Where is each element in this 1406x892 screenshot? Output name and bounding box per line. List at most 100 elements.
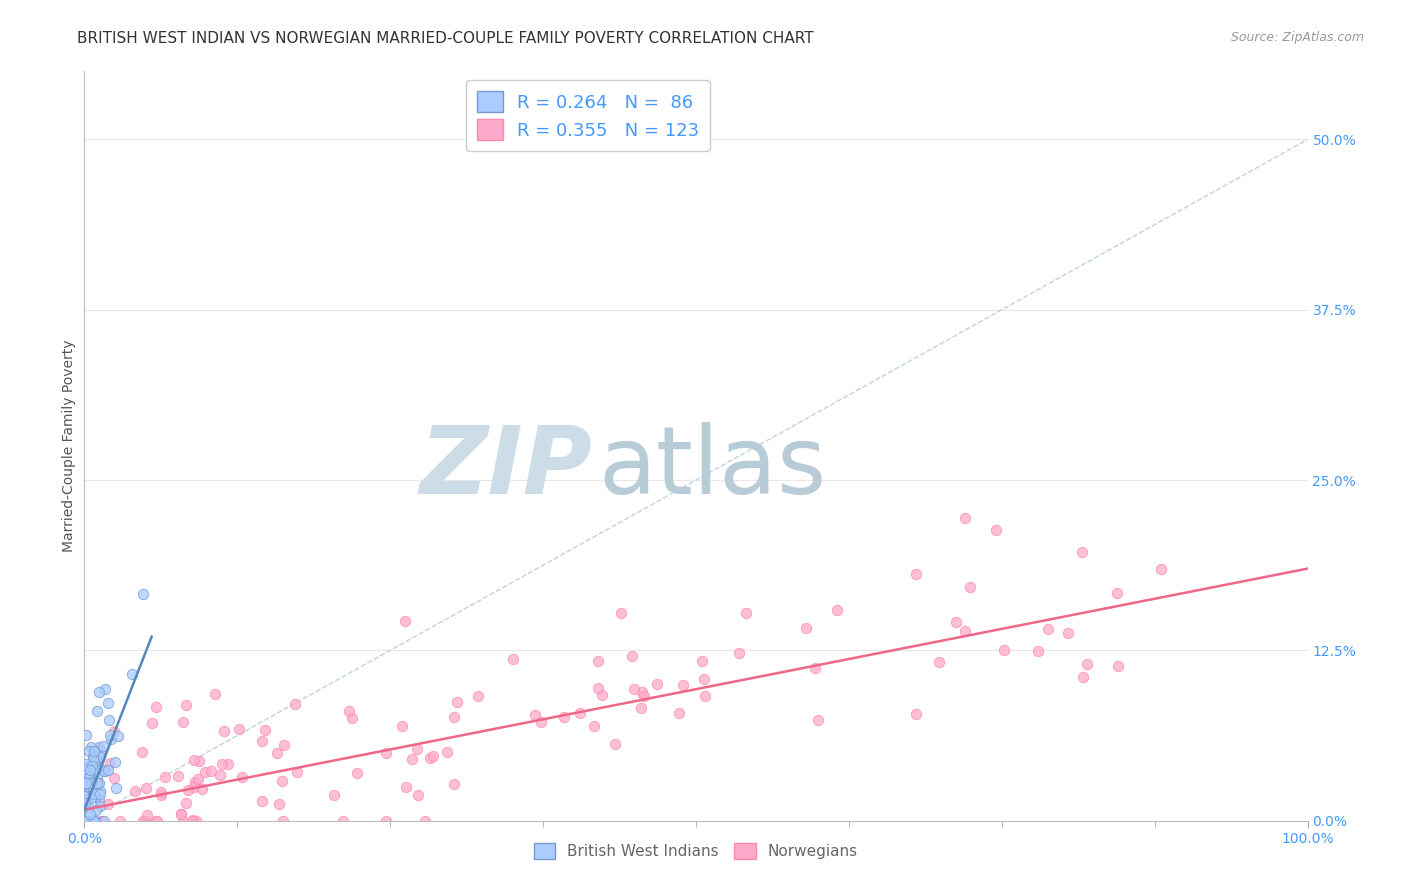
Point [422, 749, 444, 764]
Point [77, 744, 100, 758]
Point [145, 814, 167, 828]
Point [690, 654, 713, 668]
Point [75, 814, 97, 828]
Point [124, 784, 146, 798]
Point [82, 752, 104, 766]
Point [73, 814, 96, 828]
Point [73, 760, 96, 774]
Point [75, 796, 97, 810]
Point [443, 777, 465, 791]
Point [149, 788, 172, 802]
Point [212, 723, 235, 738]
Point [928, 655, 950, 669]
Point [75, 776, 97, 790]
Point [346, 766, 368, 780]
Point [174, 796, 197, 810]
Point [91, 739, 114, 753]
Point [250, 733, 273, 747]
Point [413, 814, 436, 828]
Point [75, 814, 97, 828]
Point [1076, 657, 1098, 671]
Point [79, 807, 101, 822]
Y-axis label: Married-Couple Family Poverty: Married-Couple Family Poverty [62, 340, 76, 552]
Point [84, 762, 107, 776]
Point [339, 704, 361, 718]
Point [181, 813, 204, 827]
Point [83, 744, 105, 758]
Point [83, 787, 105, 801]
Point [530, 715, 553, 730]
Point [394, 614, 416, 628]
Text: atlas: atlas [598, 423, 827, 515]
Point [1071, 545, 1094, 559]
Point [91, 814, 114, 828]
Point [84, 814, 107, 828]
Point [1071, 670, 1094, 684]
Point [586, 654, 609, 668]
Point [945, 615, 967, 629]
Point [90, 814, 112, 828]
Point [97, 713, 120, 727]
Point [73, 814, 96, 828]
Point [98, 728, 121, 742]
Point [228, 722, 250, 736]
Point [586, 681, 609, 696]
Point [187, 772, 209, 787]
Point [132, 814, 155, 828]
Point [82, 756, 104, 771]
Point [631, 685, 654, 699]
Point [623, 681, 645, 696]
Point [82, 784, 104, 798]
Point [394, 780, 416, 794]
Point [86, 704, 108, 718]
Point [633, 689, 655, 703]
Text: ZIP: ZIP [419, 423, 592, 515]
Point [100, 756, 122, 771]
Point [610, 606, 633, 620]
Point [82, 750, 104, 764]
Point [406, 742, 429, 756]
Point [135, 808, 157, 822]
Point [959, 580, 981, 594]
Point [80, 740, 103, 755]
Point [100, 732, 122, 747]
Point [953, 511, 976, 525]
Point [84, 803, 107, 817]
Point [132, 587, 155, 601]
Point [77, 765, 100, 780]
Point [77, 799, 100, 814]
Point [79, 781, 101, 796]
Point [217, 757, 239, 772]
Point [391, 719, 413, 733]
Point [82, 780, 104, 795]
Point [79, 771, 101, 785]
Point [583, 718, 606, 732]
Point [79, 814, 101, 828]
Point [735, 606, 758, 620]
Point [83, 814, 105, 828]
Point [1107, 659, 1129, 673]
Point [1036, 622, 1059, 636]
Point [153, 770, 176, 784]
Point [807, 713, 830, 727]
Legend: British West Indians, Norwegians: British West Indians, Norwegians [527, 838, 865, 865]
Point [693, 689, 716, 703]
Point [94, 764, 117, 778]
Point [89, 791, 111, 805]
Point [630, 701, 652, 715]
Point [170, 807, 193, 822]
Point [271, 814, 294, 828]
Point [89, 783, 111, 797]
Point [75, 757, 97, 772]
Point [75, 728, 97, 742]
Point [603, 737, 626, 751]
Point [211, 757, 233, 772]
Point [172, 814, 194, 828]
Point [266, 747, 288, 761]
Point [174, 698, 197, 712]
Point [984, 523, 1007, 537]
Point [620, 649, 643, 664]
Point [591, 688, 613, 702]
Point [419, 751, 441, 765]
Point [77, 775, 100, 789]
